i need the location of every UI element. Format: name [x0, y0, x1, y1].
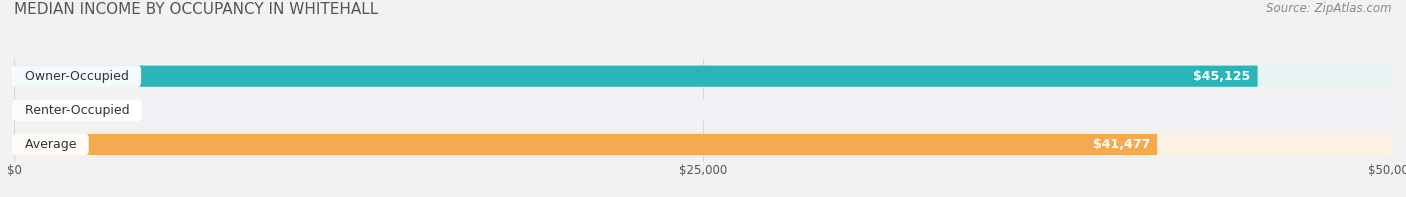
FancyBboxPatch shape	[14, 134, 1392, 155]
FancyBboxPatch shape	[14, 134, 1157, 155]
Text: Source: ZipAtlas.com: Source: ZipAtlas.com	[1267, 2, 1392, 15]
Text: $0: $0	[52, 104, 70, 117]
Text: Renter-Occupied: Renter-Occupied	[17, 104, 138, 117]
Text: Average: Average	[17, 138, 84, 151]
Text: Owner-Occupied: Owner-Occupied	[17, 70, 136, 83]
Text: MEDIAN INCOME BY OCCUPANCY IN WHITEHALL: MEDIAN INCOME BY OCCUPANCY IN WHITEHALL	[14, 2, 378, 17]
FancyBboxPatch shape	[14, 100, 39, 121]
FancyBboxPatch shape	[14, 66, 1257, 87]
FancyBboxPatch shape	[14, 100, 1392, 121]
Text: $41,477: $41,477	[1092, 138, 1150, 151]
Text: $45,125: $45,125	[1194, 70, 1251, 83]
FancyBboxPatch shape	[14, 66, 1392, 87]
